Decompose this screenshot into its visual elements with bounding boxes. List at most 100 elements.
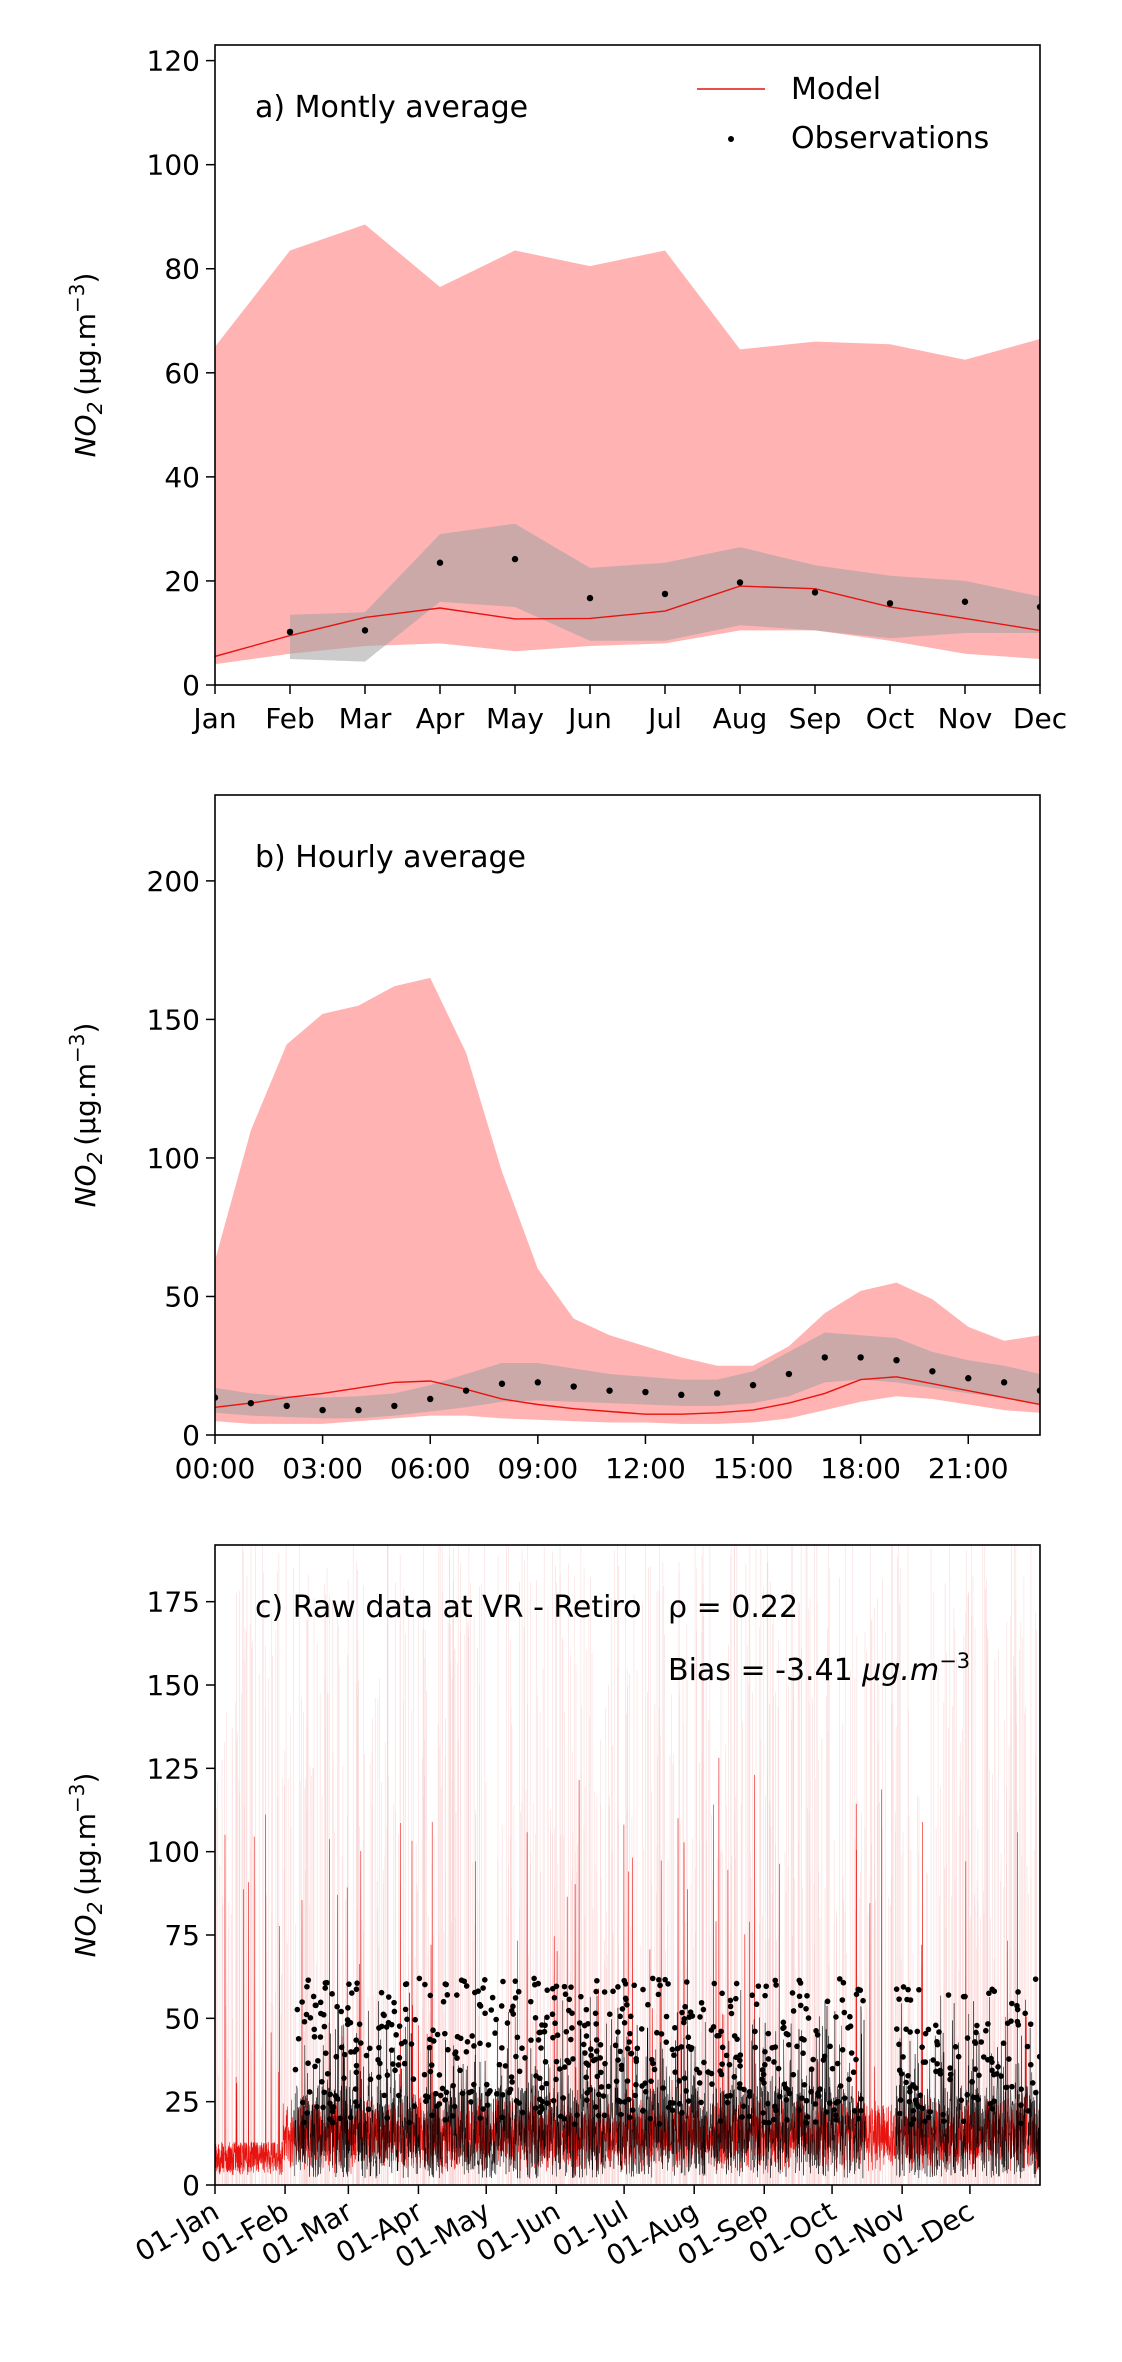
observation-point bbox=[824, 1998, 831, 2005]
observation-point bbox=[736, 2084, 743, 2091]
observation-point bbox=[627, 2030, 633, 2037]
observation-point bbox=[634, 2045, 641, 2052]
observation-point bbox=[492, 2030, 498, 2036]
observation-point bbox=[451, 2103, 458, 2110]
observation-point bbox=[519, 2109, 526, 2116]
panel-c-y-axis-label: NO2 (μg.m−3) bbox=[65, 1773, 107, 1958]
observation-point bbox=[427, 2068, 434, 2075]
observation-point bbox=[810, 2056, 817, 2063]
observation-point bbox=[681, 2075, 688, 2081]
x-tick-label: 18:00 bbox=[820, 1452, 901, 1485]
observation-point bbox=[477, 2115, 484, 2121]
observation-point bbox=[815, 2090, 821, 2096]
observation-point bbox=[790, 2008, 797, 2014]
observation-point bbox=[833, 2014, 839, 2020]
observation-point bbox=[401, 2060, 408, 2067]
observation-point bbox=[663, 2013, 670, 2020]
observation-point bbox=[853, 1991, 860, 1998]
model-line bbox=[215, 585, 1040, 658]
ylabel-sub: 2 bbox=[83, 1152, 107, 1165]
observation-point bbox=[927, 2108, 933, 2115]
observation-point bbox=[823, 2109, 830, 2115]
observation-point bbox=[541, 2028, 548, 2035]
observation-point bbox=[606, 2011, 613, 2018]
observation-point bbox=[534, 1379, 542, 1386]
observation-point bbox=[312, 2063, 318, 2070]
observation-point bbox=[590, 2057, 597, 2064]
observation-point bbox=[912, 2097, 919, 2104]
observation-point bbox=[772, 2103, 778, 2110]
observation-point bbox=[317, 1999, 324, 2006]
observation-point bbox=[346, 1981, 352, 1987]
observation-point bbox=[737, 2052, 744, 2058]
observation-point bbox=[514, 2034, 521, 2041]
observation-point bbox=[752, 2044, 759, 2051]
observation-point bbox=[480, 2106, 487, 2112]
observation-point bbox=[741, 2086, 747, 2093]
observation-point bbox=[427, 1992, 434, 1999]
observation-point bbox=[926, 2114, 932, 2121]
panel-a-y-axis-label: NO2 (μg.m−3) bbox=[65, 273, 107, 458]
observation-point bbox=[507, 2086, 514, 2093]
observation-point bbox=[839, 2046, 846, 2053]
observation-point bbox=[434, 2031, 441, 2038]
observation-point bbox=[595, 2091, 602, 2098]
observation-point bbox=[391, 1999, 397, 2006]
observation-point bbox=[444, 1992, 451, 1998]
observation-point bbox=[597, 2055, 604, 2061]
y-tick-label: 80 bbox=[164, 253, 200, 286]
observation-point bbox=[393, 2032, 399, 2038]
observation-point bbox=[679, 2009, 685, 2016]
observation-point bbox=[650, 2060, 656, 2067]
observation-point bbox=[848, 2050, 855, 2056]
observation-point bbox=[907, 2029, 913, 2035]
observation-point bbox=[840, 1979, 847, 1986]
observation-point bbox=[821, 1354, 828, 1361]
observation-point bbox=[986, 1990, 992, 1997]
observation-point bbox=[731, 2033, 738, 2039]
observation-point bbox=[1027, 2061, 1034, 2068]
y-tick-label: 60 bbox=[164, 357, 200, 390]
observation-point bbox=[484, 2102, 491, 2109]
observation-point bbox=[469, 2033, 476, 2039]
observation-point bbox=[606, 1387, 613, 1394]
observation-point bbox=[934, 2060, 940, 2067]
observation-point bbox=[998, 2073, 1004, 2079]
observation-point bbox=[736, 579, 744, 586]
observation-point bbox=[1009, 2000, 1015, 2007]
observation-point bbox=[662, 1976, 668, 1983]
observation-point bbox=[638, 2026, 645, 2032]
y-tick-label: 25 bbox=[164, 2086, 200, 2119]
observation-point bbox=[685, 2034, 692, 2041]
observation-point bbox=[594, 1977, 600, 1984]
observation-point bbox=[700, 2006, 707, 2013]
observation-point bbox=[972, 2066, 978, 2072]
observation-point bbox=[422, 1981, 428, 1988]
observation-point bbox=[906, 2098, 913, 2105]
observation-point bbox=[1000, 1379, 1008, 1386]
observation-point bbox=[820, 2057, 827, 2063]
observation-point bbox=[601, 1989, 608, 1995]
observation-point bbox=[496, 2061, 503, 2068]
observation-point bbox=[746, 2113, 752, 2120]
observation-point bbox=[307, 2015, 314, 2021]
observation-point bbox=[717, 2068, 723, 2074]
observation-point bbox=[357, 2040, 364, 2046]
observation-point bbox=[430, 2027, 436, 2034]
y-tick-label: 20 bbox=[164, 565, 200, 598]
observation-point bbox=[489, 1994, 496, 2001]
observation-point bbox=[786, 2041, 792, 2048]
legend-observations-label: Observations bbox=[791, 121, 989, 156]
observation-point bbox=[351, 2049, 358, 2055]
observation-point bbox=[510, 2003, 516, 2010]
x-tick-label: 12:00 bbox=[605, 1452, 686, 1485]
observation-point bbox=[508, 2007, 515, 2014]
observation-point bbox=[1018, 2102, 1024, 2108]
observation-point bbox=[685, 2043, 692, 2050]
observation-point bbox=[761, 2119, 767, 2126]
y-tick-label: 75 bbox=[164, 1919, 200, 1952]
observation-point bbox=[980, 2054, 987, 2060]
observation-point bbox=[633, 2058, 640, 2065]
observation-point bbox=[739, 2114, 745, 2120]
observation-point bbox=[356, 2021, 363, 2027]
